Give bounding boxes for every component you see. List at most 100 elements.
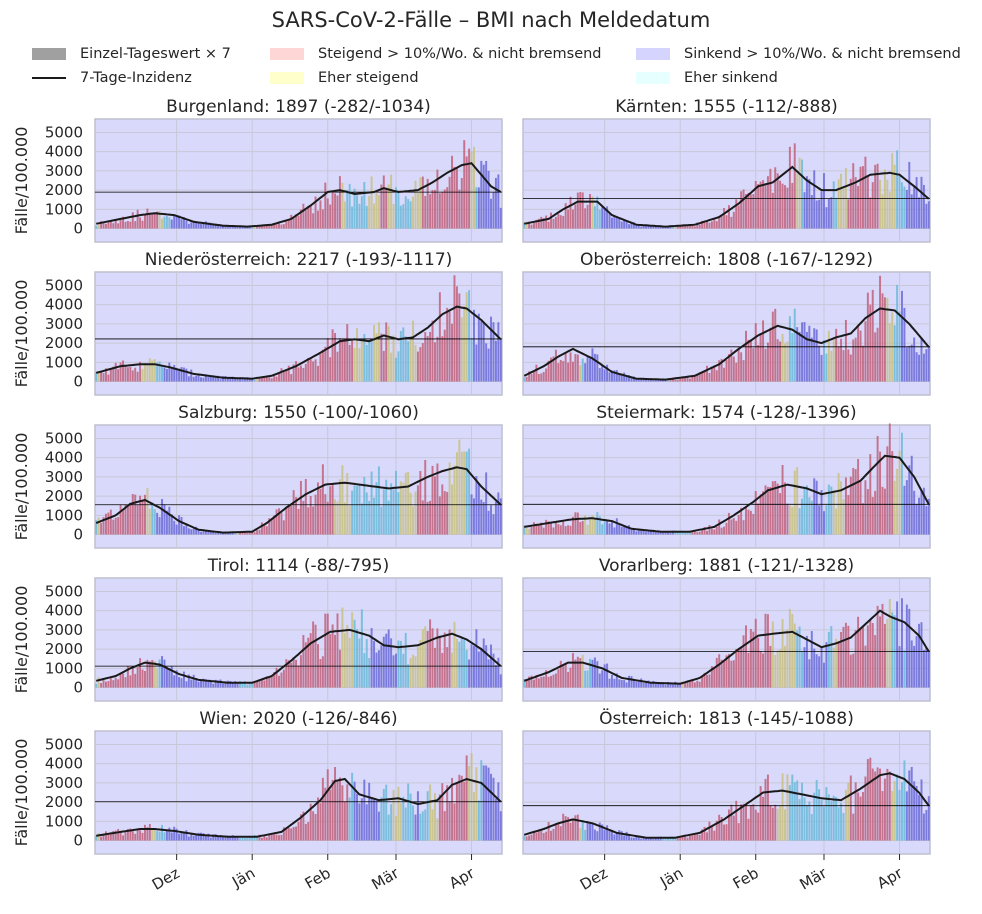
bar [494,665,497,688]
bar [119,504,122,535]
y-tick-label: 0 [73,832,83,850]
bar [448,176,451,229]
bar [217,680,220,688]
bar [455,452,458,535]
bar [336,780,339,841]
bar [601,824,604,841]
bar [698,372,701,382]
bar [864,645,867,688]
bar [122,673,125,688]
bar [542,833,545,841]
bar [715,526,718,535]
bar [725,215,728,229]
bar [601,524,604,535]
bar [460,451,463,535]
bar [530,834,533,841]
bar [723,367,726,382]
bar [874,164,877,229]
legend-item: Eher steigend [270,70,419,86]
bar [426,501,429,535]
bar [879,179,882,229]
bar [532,832,535,841]
bar [100,836,103,841]
bar [669,532,672,535]
bar [156,211,159,229]
bar [779,493,782,535]
bar [913,490,916,535]
bar [292,657,295,688]
bar [564,203,567,229]
bar [441,652,444,688]
bar [830,197,833,229]
bar [927,498,930,535]
bar [693,226,696,229]
bar [606,521,609,535]
bar [844,319,847,382]
bar [818,656,821,688]
bar [562,361,565,382]
bar [390,638,393,688]
bar [455,286,458,382]
bar [295,497,298,535]
bar [324,494,327,535]
bar [178,515,181,535]
bar [808,179,811,229]
bar [219,532,222,535]
bar [175,670,178,688]
bar [285,369,288,382]
bar [248,835,251,841]
bar [197,373,200,382]
bar [468,448,471,535]
bar [545,368,548,382]
bar [727,205,730,229]
bar [358,638,361,688]
legend-label: Steigend > 10%/Wo. & nicht bremsend [318,46,602,62]
y-tick-label: 5000 [45,276,83,294]
bar [740,647,743,688]
bar [727,512,730,535]
bar [571,652,574,688]
bar [412,196,415,229]
bar [324,182,327,229]
bar [579,192,582,229]
bar [302,811,305,841]
bar [603,369,606,382]
bar [742,360,745,382]
bar [287,660,290,688]
bar [346,784,349,841]
bar [434,342,436,382]
bar [747,192,750,229]
bar [472,146,475,229]
bar [492,514,495,535]
bar [443,329,446,382]
bar [480,499,483,535]
bar [910,455,913,535]
bar [927,650,930,688]
bar [204,834,207,841]
bar [282,224,285,229]
bar [896,774,899,841]
bar [434,190,436,229]
bar [813,792,816,841]
bar [104,513,107,535]
bar [187,223,190,229]
bar [586,204,589,229]
bar [122,835,125,841]
bar [759,181,762,229]
bar [608,523,611,535]
bar [363,333,366,382]
legend-color-swatch [32,48,66,60]
bar [392,203,395,229]
panel: Wien: 2020 (-126/-846)010002000300040005… [12,709,503,894]
bar [141,832,144,841]
bar [562,521,565,535]
bar [382,789,385,841]
bar [849,654,852,688]
bar [219,835,222,841]
bar [598,368,601,382]
bar [698,681,701,688]
bar [613,215,616,229]
bar [309,803,312,841]
bar [925,809,928,841]
bar [740,804,743,841]
